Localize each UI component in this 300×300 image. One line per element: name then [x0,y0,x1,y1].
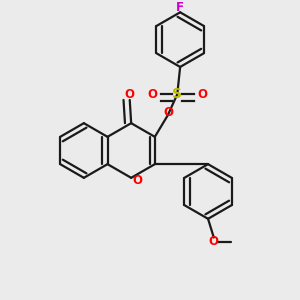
Text: O: O [197,88,207,101]
Text: O: O [147,88,157,101]
Text: O: O [164,106,173,119]
Text: F: F [176,1,184,13]
Text: O: O [125,88,135,101]
Text: O: O [133,174,142,187]
Text: S: S [172,87,182,101]
Text: O: O [209,235,219,248]
